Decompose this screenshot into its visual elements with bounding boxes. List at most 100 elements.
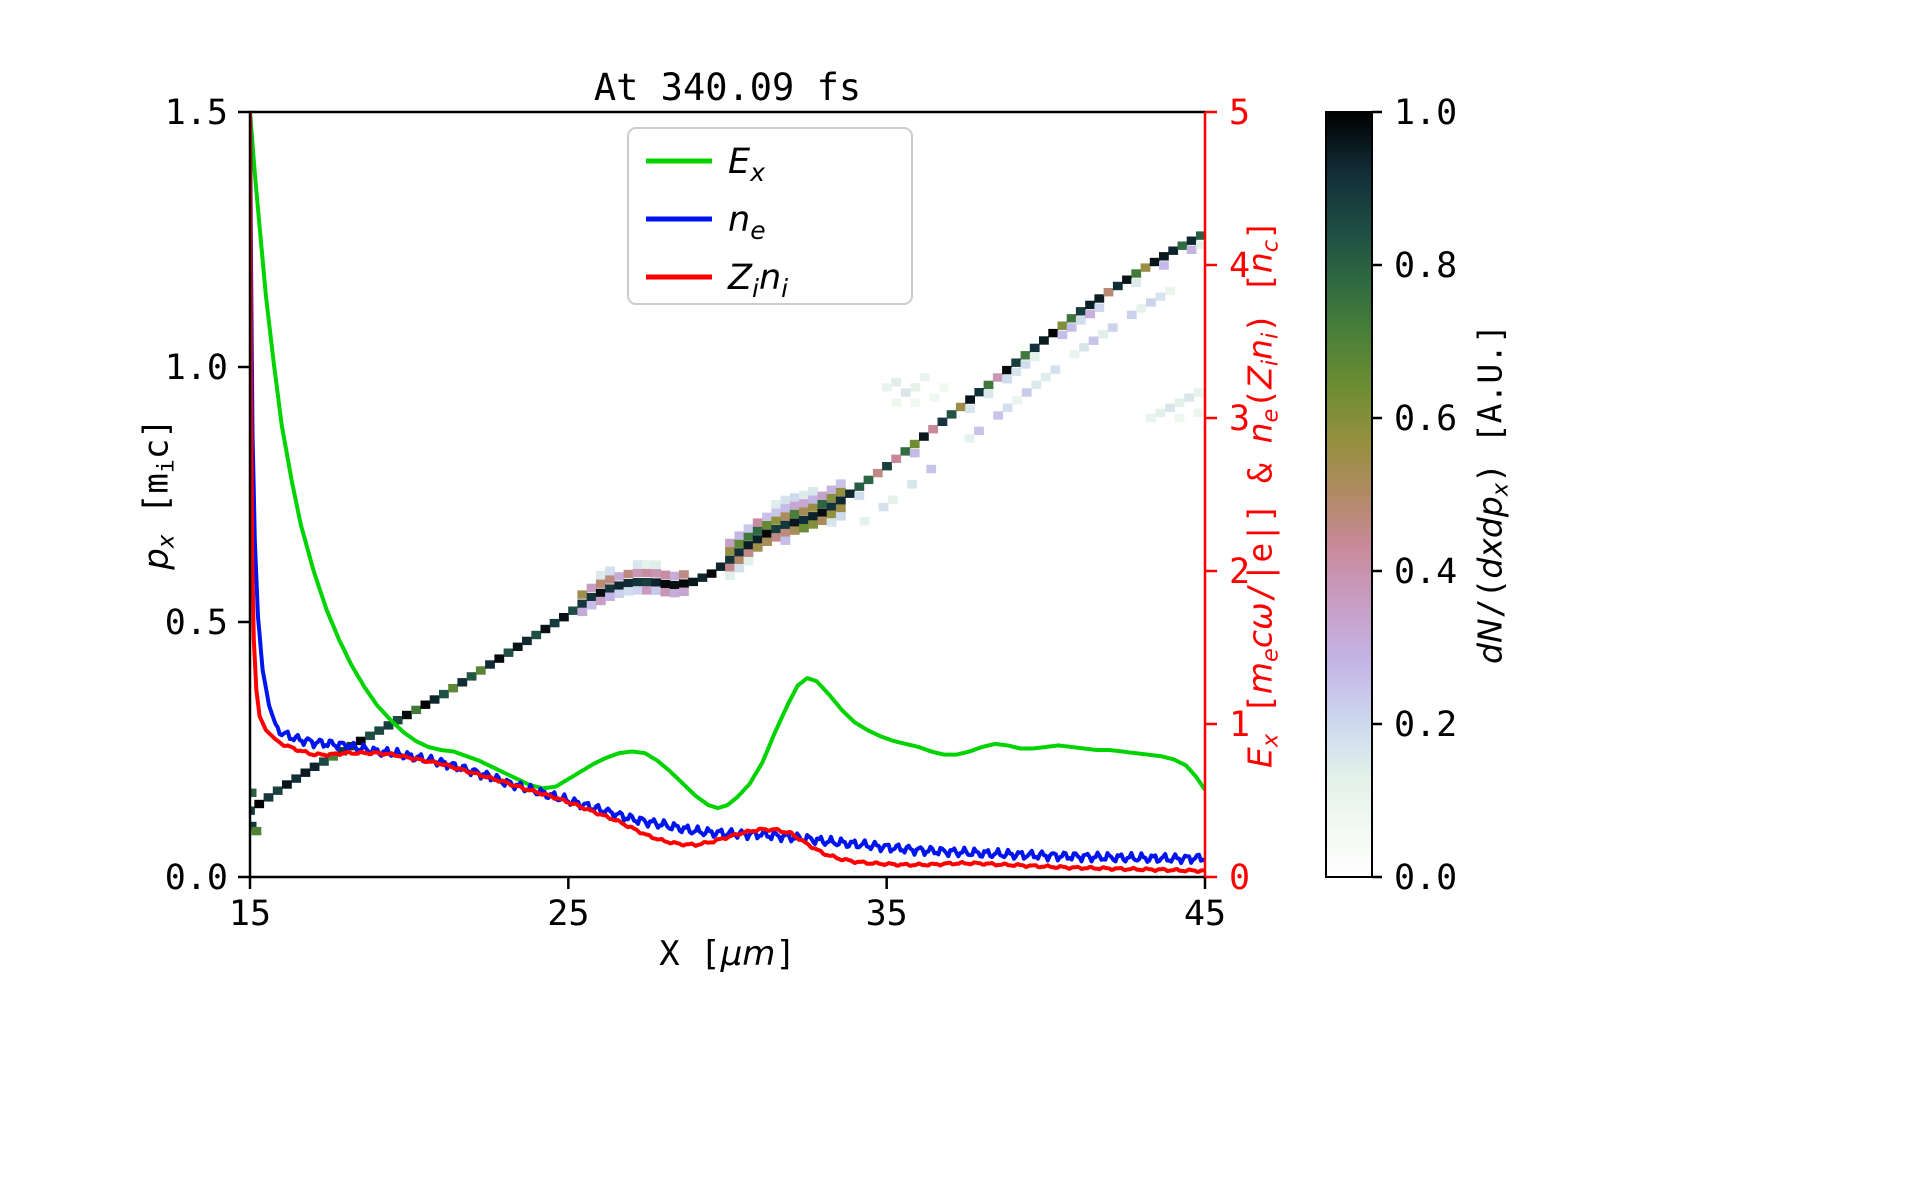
heatmap-cell <box>907 480 917 489</box>
legend-label-segment: i <box>752 274 759 303</box>
heatmap-cell <box>605 584 615 593</box>
heatmap-cell <box>632 586 643 595</box>
heatmap-cell <box>725 538 735 548</box>
heatmap-cell <box>771 500 782 509</box>
heatmap-cell <box>402 710 412 720</box>
legend-label-segment: n <box>728 200 750 240</box>
heatmap-cell <box>642 578 652 587</box>
heatmap-cell <box>679 570 689 579</box>
heatmap-cell <box>725 546 735 556</box>
heatmap-cell <box>715 562 726 571</box>
heatmap-cell <box>937 417 948 426</box>
heatmap-cell <box>254 799 265 809</box>
heatmap-cell <box>946 410 957 419</box>
colorbar-tick-label: 0.0 <box>1394 858 1457 898</box>
heatmap-cell <box>780 536 791 545</box>
heatmap-cell <box>531 630 542 640</box>
heatmap-cell <box>752 535 763 544</box>
heatmap-cell <box>1085 309 1095 319</box>
heatmap-cell <box>614 572 625 581</box>
heatmap-cell <box>614 581 625 590</box>
heatmap-cell <box>1159 252 1169 261</box>
heatmap-cell <box>642 586 652 595</box>
heatmap-cell <box>595 570 606 580</box>
heatmap-cell <box>734 531 745 540</box>
heatmap-cell <box>1085 300 1095 310</box>
heatmap-cell <box>725 563 735 573</box>
heatmap-cell <box>1039 336 1049 345</box>
heatmap-cell <box>835 487 846 496</box>
x-tick-label: 35 <box>866 894 908 934</box>
heatmap-cell <box>586 601 597 610</box>
heatmap-cell <box>1131 269 1142 278</box>
y-right-tick-label: 2 <box>1229 552 1250 592</box>
colorbar-tick-label: 0.6 <box>1394 399 1457 439</box>
heatmap-cell <box>1126 310 1137 319</box>
heatmap-cell <box>1057 321 1068 330</box>
heatmap-cell <box>568 606 578 615</box>
heatmap-cell <box>743 532 754 541</box>
plot-spines <box>248 110 1205 879</box>
y-left-tick-label: 0.0 <box>165 858 228 898</box>
y-left-tick-label: 1.0 <box>165 348 228 388</box>
heatmap-cell <box>475 666 486 675</box>
heatmap-cell <box>734 556 745 565</box>
heatmap-cell <box>780 520 791 530</box>
heatmap-cell <box>1088 336 1099 345</box>
x-tick-label: 15 <box>229 894 271 934</box>
heatmap-cell <box>1029 352 1040 362</box>
colorbar: 0.0 0.2 0.4 0.6 0.8 1.0 <box>1325 93 1457 898</box>
heatmap-cell <box>808 487 818 496</box>
heatmap-cell <box>282 780 292 789</box>
heatmap-cell <box>595 596 606 606</box>
heatmap-cell <box>522 636 532 646</box>
heatmap-cell <box>1193 388 1204 397</box>
heatmap-cell <box>900 447 911 456</box>
heatmap-cell <box>872 468 883 478</box>
heatmap-cell <box>900 388 911 397</box>
heatmap-cell <box>411 705 422 715</box>
heatmap-cell <box>881 383 892 392</box>
heatmap-cell <box>1193 408 1204 418</box>
heatmap-cell <box>789 501 800 510</box>
heatmap-cell <box>605 575 615 584</box>
heatmap-cell <box>965 404 975 413</box>
heatmap-cell <box>614 589 625 598</box>
heatmap-cell <box>789 518 800 527</box>
heatmap-cell <box>439 689 449 699</box>
heatmap-cell <box>1136 304 1147 313</box>
legend-label-segment: i <box>781 274 788 303</box>
heatmap-cell <box>250 821 257 831</box>
heatmap-cell <box>888 495 898 504</box>
heatmap-cell <box>448 684 458 693</box>
y-right-tick-label: 4 <box>1229 246 1250 286</box>
heatmap-cell <box>835 479 846 488</box>
heatmap-cell <box>697 573 708 582</box>
x-axis: 15 25 35 45 <box>229 877 1226 934</box>
heatmap-cell <box>919 432 929 441</box>
heatmap-cell <box>1122 275 1132 284</box>
heatmap-cell <box>939 383 949 392</box>
heatmap-cell <box>309 762 320 771</box>
heatmap-cell <box>854 491 865 501</box>
heatmap-cell <box>1094 303 1105 312</box>
heatmap-cell <box>319 757 329 766</box>
heatmap-cell <box>780 503 791 513</box>
heatmap-cell <box>799 507 809 516</box>
heatmap-cell <box>725 555 735 564</box>
heatmap-cell <box>365 731 375 740</box>
heatmap-cell <box>863 475 874 485</box>
heatmap-cell <box>780 528 791 538</box>
heatmap-cell <box>669 589 680 598</box>
heatmap-cell <box>485 660 495 669</box>
heatmap-cell <box>512 642 523 651</box>
heatmap-cell <box>929 393 940 402</box>
heatmap-cell <box>660 579 671 589</box>
heatmap-cell <box>910 398 921 407</box>
heatmap-cell <box>1075 307 1086 316</box>
heatmap-cell <box>1012 396 1023 405</box>
axes <box>248 110 1207 879</box>
heatmap-cell <box>817 491 828 500</box>
heatmap-cell <box>1165 286 1175 296</box>
